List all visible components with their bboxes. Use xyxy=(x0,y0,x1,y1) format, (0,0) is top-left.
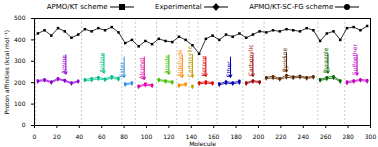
svg-text:Pyridine: Pyridine xyxy=(281,47,289,72)
svg-text:Carbonylic: Carbonylic xyxy=(247,44,255,76)
svg-text:Carboxylic: Carboxylic xyxy=(186,46,194,77)
svg-text:20: 20 xyxy=(53,133,61,140)
svg-text:220: 220 xyxy=(275,133,287,140)
svg-text:120: 120 xyxy=(163,133,175,140)
svg-text:300: 300 xyxy=(365,133,377,140)
html-text:Experimental: Experimental xyxy=(155,3,202,11)
svg-text:180: 180 xyxy=(230,133,242,140)
svg-text:Ketone: Ketone xyxy=(200,55,207,76)
svg-text:160: 160 xyxy=(208,132,220,140)
svg-text:300: 300 xyxy=(14,57,26,64)
svg-text:Amine: Amine xyxy=(60,55,67,74)
svg-text:400: 400 xyxy=(14,36,26,43)
svg-text:200: 200 xyxy=(253,133,265,140)
svg-text:Molecule: Molecule xyxy=(189,140,216,147)
svg-text:Ester: Ester xyxy=(118,61,125,77)
svg-text:Aniline: Aniline xyxy=(98,52,105,73)
svg-text:80: 80 xyxy=(120,133,128,140)
svg-text:0: 0 xyxy=(33,133,37,140)
svg-text:500: 500 xyxy=(14,14,26,21)
svg-text:100: 100 xyxy=(14,100,26,107)
svg-text:40: 40 xyxy=(75,133,83,140)
svg-text:140: 140 xyxy=(185,132,197,140)
svg-text:200: 200 xyxy=(14,79,26,86)
svg-text:240: 240 xyxy=(298,133,310,140)
html-text:APMO/KT-SC-FG scheme: APMO/KT-SC-FG scheme xyxy=(249,3,334,11)
svg-text:Alcohol: Alcohol xyxy=(138,57,145,79)
svg-text:100: 100 xyxy=(141,133,153,140)
svg-text:280: 280 xyxy=(342,133,354,140)
svg-text:260: 260 xyxy=(320,133,332,140)
svg-text:Sulfoether: Sulfoether xyxy=(351,44,358,76)
svg-text:Proton affinities (kcal mol⁻¹): Proton affinities (kcal mol⁻¹) xyxy=(3,30,10,114)
html-text:APMO/KT scheme: APMO/KT scheme xyxy=(46,3,108,11)
svg-text:Aldehyde: Aldehyde xyxy=(176,49,184,77)
svg-text:60: 60 xyxy=(98,133,106,140)
svg-text:0: 0 xyxy=(22,121,26,128)
svg-text:Ether: Ether xyxy=(225,61,232,78)
svg-text:Pyrazole: Pyrazole xyxy=(322,47,330,73)
svg-text:Amide: Amide xyxy=(163,55,170,74)
